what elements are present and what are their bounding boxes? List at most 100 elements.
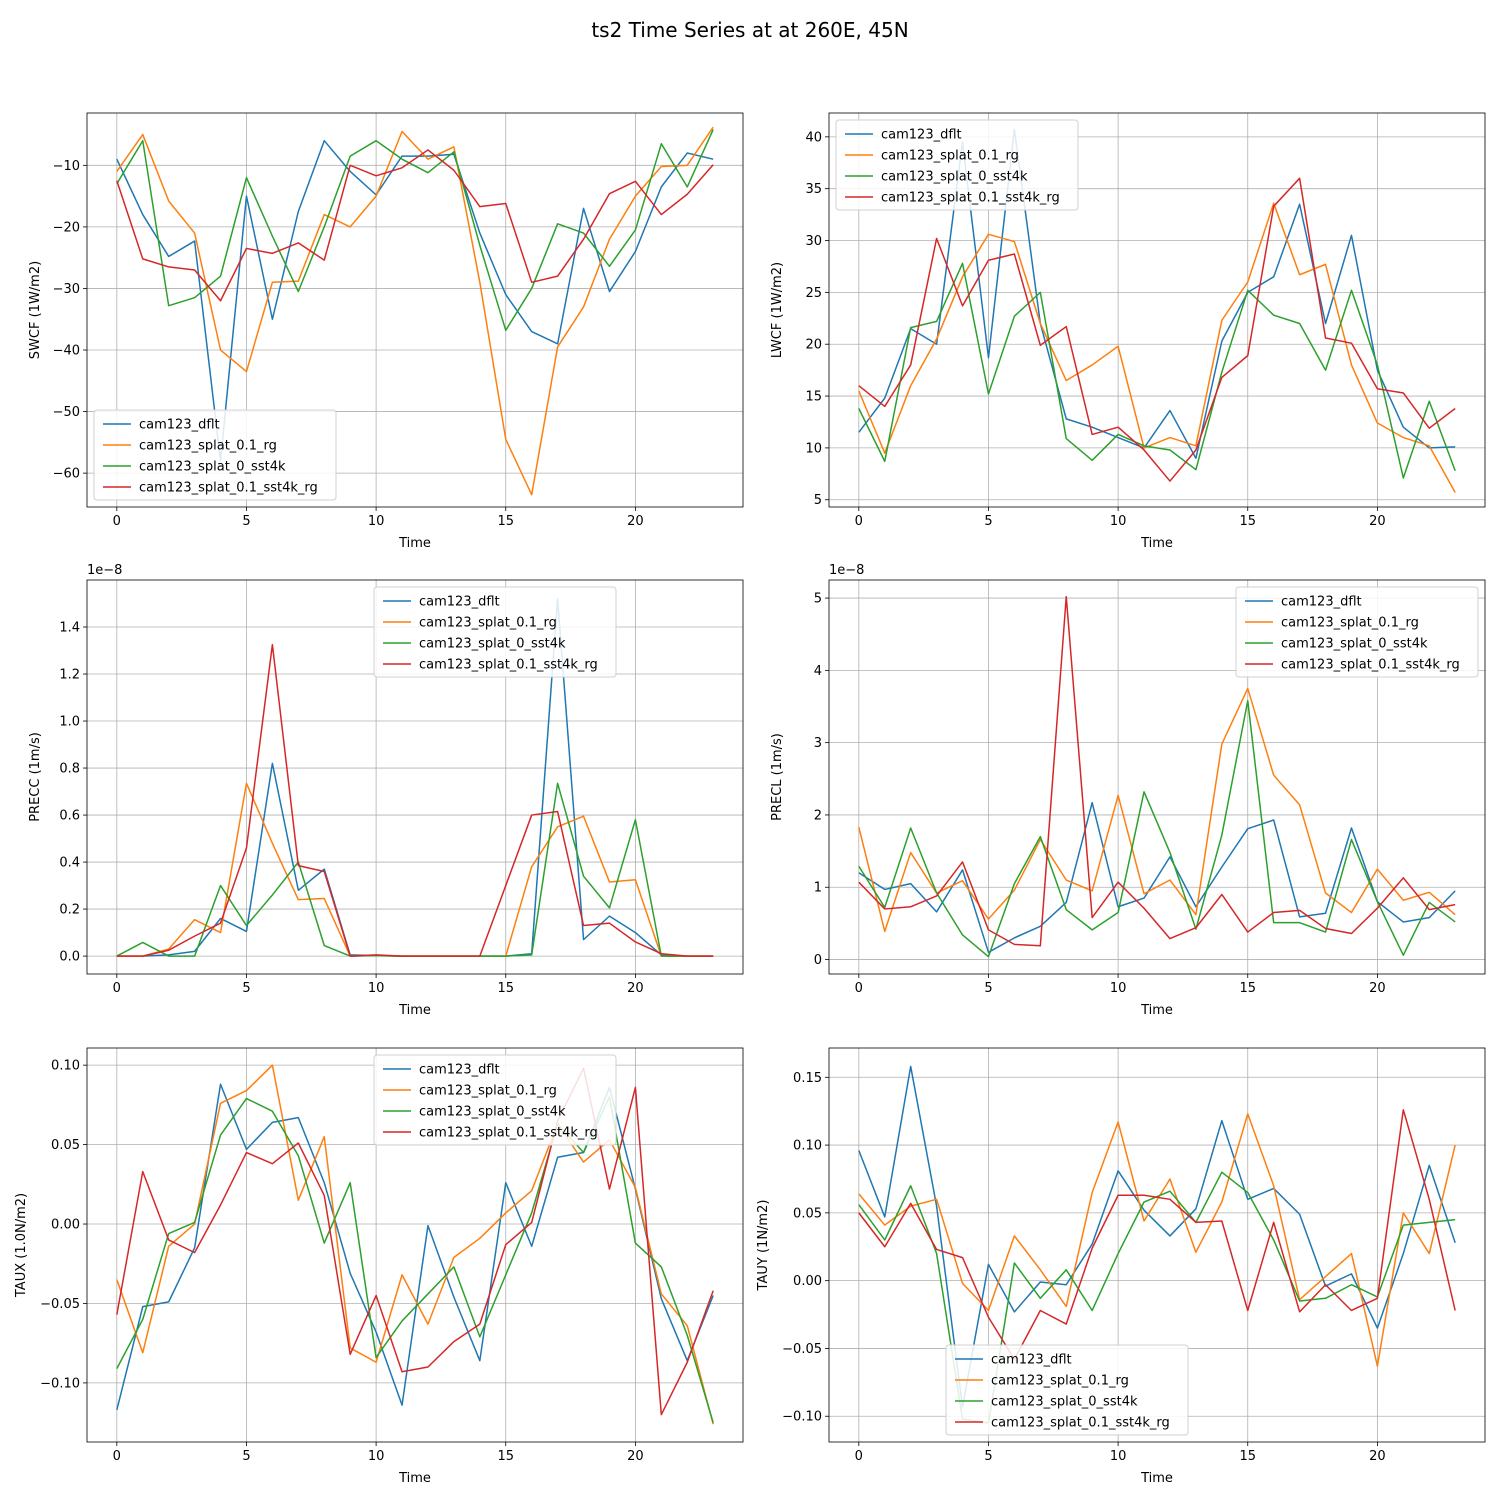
- y-tick-label: 0.05: [793, 1206, 822, 1221]
- y-tick-label: 20: [805, 338, 822, 353]
- series-line-cam123_splat_0_sst4k: [116, 129, 714, 332]
- x-tick-label: 5: [242, 514, 250, 529]
- y-tick-label: −20: [53, 220, 80, 235]
- series-line-cam123_splat_0.1_rg: [858, 202, 1456, 493]
- y-tick-label: 5: [814, 493, 822, 508]
- x-tick-label: 0: [113, 514, 121, 529]
- axes-frame: [828, 1047, 1486, 1443]
- legend-label: cam123_splat_0.1_rg: [881, 149, 1019, 164]
- x-tick-label: 0: [113, 1449, 121, 1464]
- y-tick-label: 0.4: [59, 856, 80, 871]
- y-tick-label: −0.10: [40, 1376, 80, 1391]
- y-tick-label: 25: [805, 286, 822, 301]
- series-line-cam123_splat_0_sst4k: [858, 262, 1456, 479]
- x-tick-label: 5: [984, 1449, 992, 1464]
- legend: cam123_dflt cam123_splat_0.1_rg cam123_spl…: [93, 409, 337, 501]
- series-line-cam123_splat_0.1_rg: [858, 1113, 1456, 1367]
- x-tick-label: 0: [855, 1449, 863, 1464]
- x-axis-label: Time: [1140, 1471, 1173, 1486]
- series-line-cam123_dflt: [858, 801, 1456, 954]
- y-tick-label: 40: [805, 130, 822, 145]
- axes-frame: [86, 1047, 744, 1443]
- legend-label: cam123_splat_0.1_sst4k_rg: [991, 1416, 1170, 1431]
- axes-frame: [86, 112, 744, 508]
- y-tick-label: −10: [53, 159, 80, 174]
- legend: cam123_dflt cam123_splat_0.1_rg cam123_spl…: [373, 586, 617, 678]
- x-tick-label: 15: [1239, 514, 1256, 529]
- subplot-3: 0 5 10 15 20 0.0 0.2 0.4 0.6 0.8 1.0 1.2 1.4 Time PREC…: [28, 563, 744, 1018]
- x-tick-label: 15: [1239, 981, 1256, 996]
- series-line-cam123_splat_0.1_sst4k_rg: [116, 643, 714, 957]
- legend-label: cam123_splat_0_sst4k: [881, 170, 1028, 185]
- y-tick-label: 0.8: [59, 762, 80, 777]
- x-tick-label: 0: [855, 981, 863, 996]
- series-line-cam123_splat_0.1_sst4k_rg: [858, 1109, 1456, 1361]
- legend-label: cam123_dflt: [419, 595, 500, 610]
- legend-label: cam123_splat_0_sst4k: [1281, 637, 1428, 652]
- y-tick-label: 0: [814, 953, 822, 968]
- y-tick-label: 2: [814, 808, 822, 823]
- series-line-cam123_splat_0.1_sst4k_rg: [858, 595, 1456, 947]
- legend: cam123_dflt cam123_splat_0.1_rg cam123_spl…: [373, 1054, 617, 1146]
- axes-frame: [828, 112, 1486, 508]
- x-axis-label: Time: [1140, 536, 1173, 551]
- x-tick-label: 15: [497, 981, 514, 996]
- legend-label: cam123_splat_0_sst4k: [139, 460, 286, 475]
- y-tick-label: 0.10: [51, 1059, 80, 1074]
- x-axis-label: Time: [398, 1471, 431, 1486]
- legend-label: cam123_dflt: [139, 418, 220, 433]
- legend-label: cam123_splat_0.1_sst4k_rg: [1281, 658, 1460, 673]
- series-line-cam123_splat_0.1_rg: [116, 1064, 714, 1425]
- legend-box: [373, 586, 617, 678]
- y-tick-label: 30: [805, 234, 822, 249]
- x-tick-label: 5: [242, 981, 250, 996]
- y-axis-label: SWCF (1W/m2): [28, 261, 43, 359]
- x-axis-label: Time: [1140, 1003, 1173, 1018]
- legend-box: [945, 1344, 1189, 1436]
- x-tick-label: 10: [368, 514, 385, 529]
- x-tick-label: 20: [1369, 1449, 1386, 1464]
- legend-box: [1235, 586, 1479, 678]
- x-axis-label: Time: [398, 536, 431, 551]
- axes-frame: [828, 579, 1486, 975]
- subplot-1: 0 5 10 15 20 −60 −50 −40 −30 −20 −10 Time SWCF (1W/m…: [28, 112, 744, 551]
- y-axis-label: PRECC (1m/s): [28, 732, 43, 822]
- y-tick-label: 0.05: [51, 1138, 80, 1153]
- legend-label: cam123_dflt: [881, 128, 962, 143]
- legend: cam123_dflt cam123_splat_0.1_rg cam123_spl…: [835, 119, 1079, 211]
- legend-label: cam123_splat_0.1_rg: [991, 1374, 1129, 1389]
- figure-title: ts2 Time Series at at 260E, 45N: [591, 18, 908, 42]
- legend-label: cam123_splat_0_sst4k: [419, 637, 566, 652]
- y-axis-label: TAUY (1N/m2): [756, 1200, 771, 1292]
- x-tick-label: 15: [1239, 1449, 1256, 1464]
- y-tick-label: 3: [814, 736, 822, 751]
- legend: cam123_dflt cam123_splat_0.1_rg cam123_spl…: [945, 1344, 1189, 1436]
- series-line-cam123_splat_0.1_sst4k_rg: [858, 177, 1456, 482]
- y-tick-label: 0.6: [59, 809, 80, 824]
- legend-label: cam123_splat_0.1_rg: [419, 1084, 557, 1099]
- axes-frame: [86, 579, 744, 975]
- series-line-cam123_splat_0.1_rg: [116, 126, 714, 496]
- axis-offset-label: 1e−8: [829, 563, 864, 578]
- x-tick-label: 10: [1110, 981, 1127, 996]
- x-tick-label: 10: [368, 981, 385, 996]
- legend-label: cam123_dflt: [1281, 595, 1362, 610]
- x-tick-label: 10: [368, 1449, 385, 1464]
- x-tick-label: 0: [113, 981, 121, 996]
- y-tick-label: 1.4: [59, 621, 80, 636]
- y-tick-label: 15: [805, 390, 822, 405]
- y-tick-label: 35: [805, 182, 822, 197]
- legend-label: cam123_splat_0_sst4k: [991, 1395, 1138, 1410]
- y-tick-label: 1.2: [59, 668, 80, 683]
- legend-label: cam123_dflt: [419, 1063, 500, 1078]
- x-tick-label: 10: [1110, 514, 1127, 529]
- y-tick-label: −30: [53, 282, 80, 297]
- y-tick-label: 0.00: [793, 1274, 822, 1289]
- x-tick-label: 20: [1369, 981, 1386, 996]
- y-tick-label: 0.00: [51, 1218, 80, 1233]
- series-line-cam123_splat_0.1_sst4k_rg: [116, 1067, 714, 1416]
- x-tick-label: 20: [627, 514, 644, 529]
- x-tick-label: 15: [497, 514, 514, 529]
- y-tick-label: −0.05: [782, 1342, 822, 1357]
